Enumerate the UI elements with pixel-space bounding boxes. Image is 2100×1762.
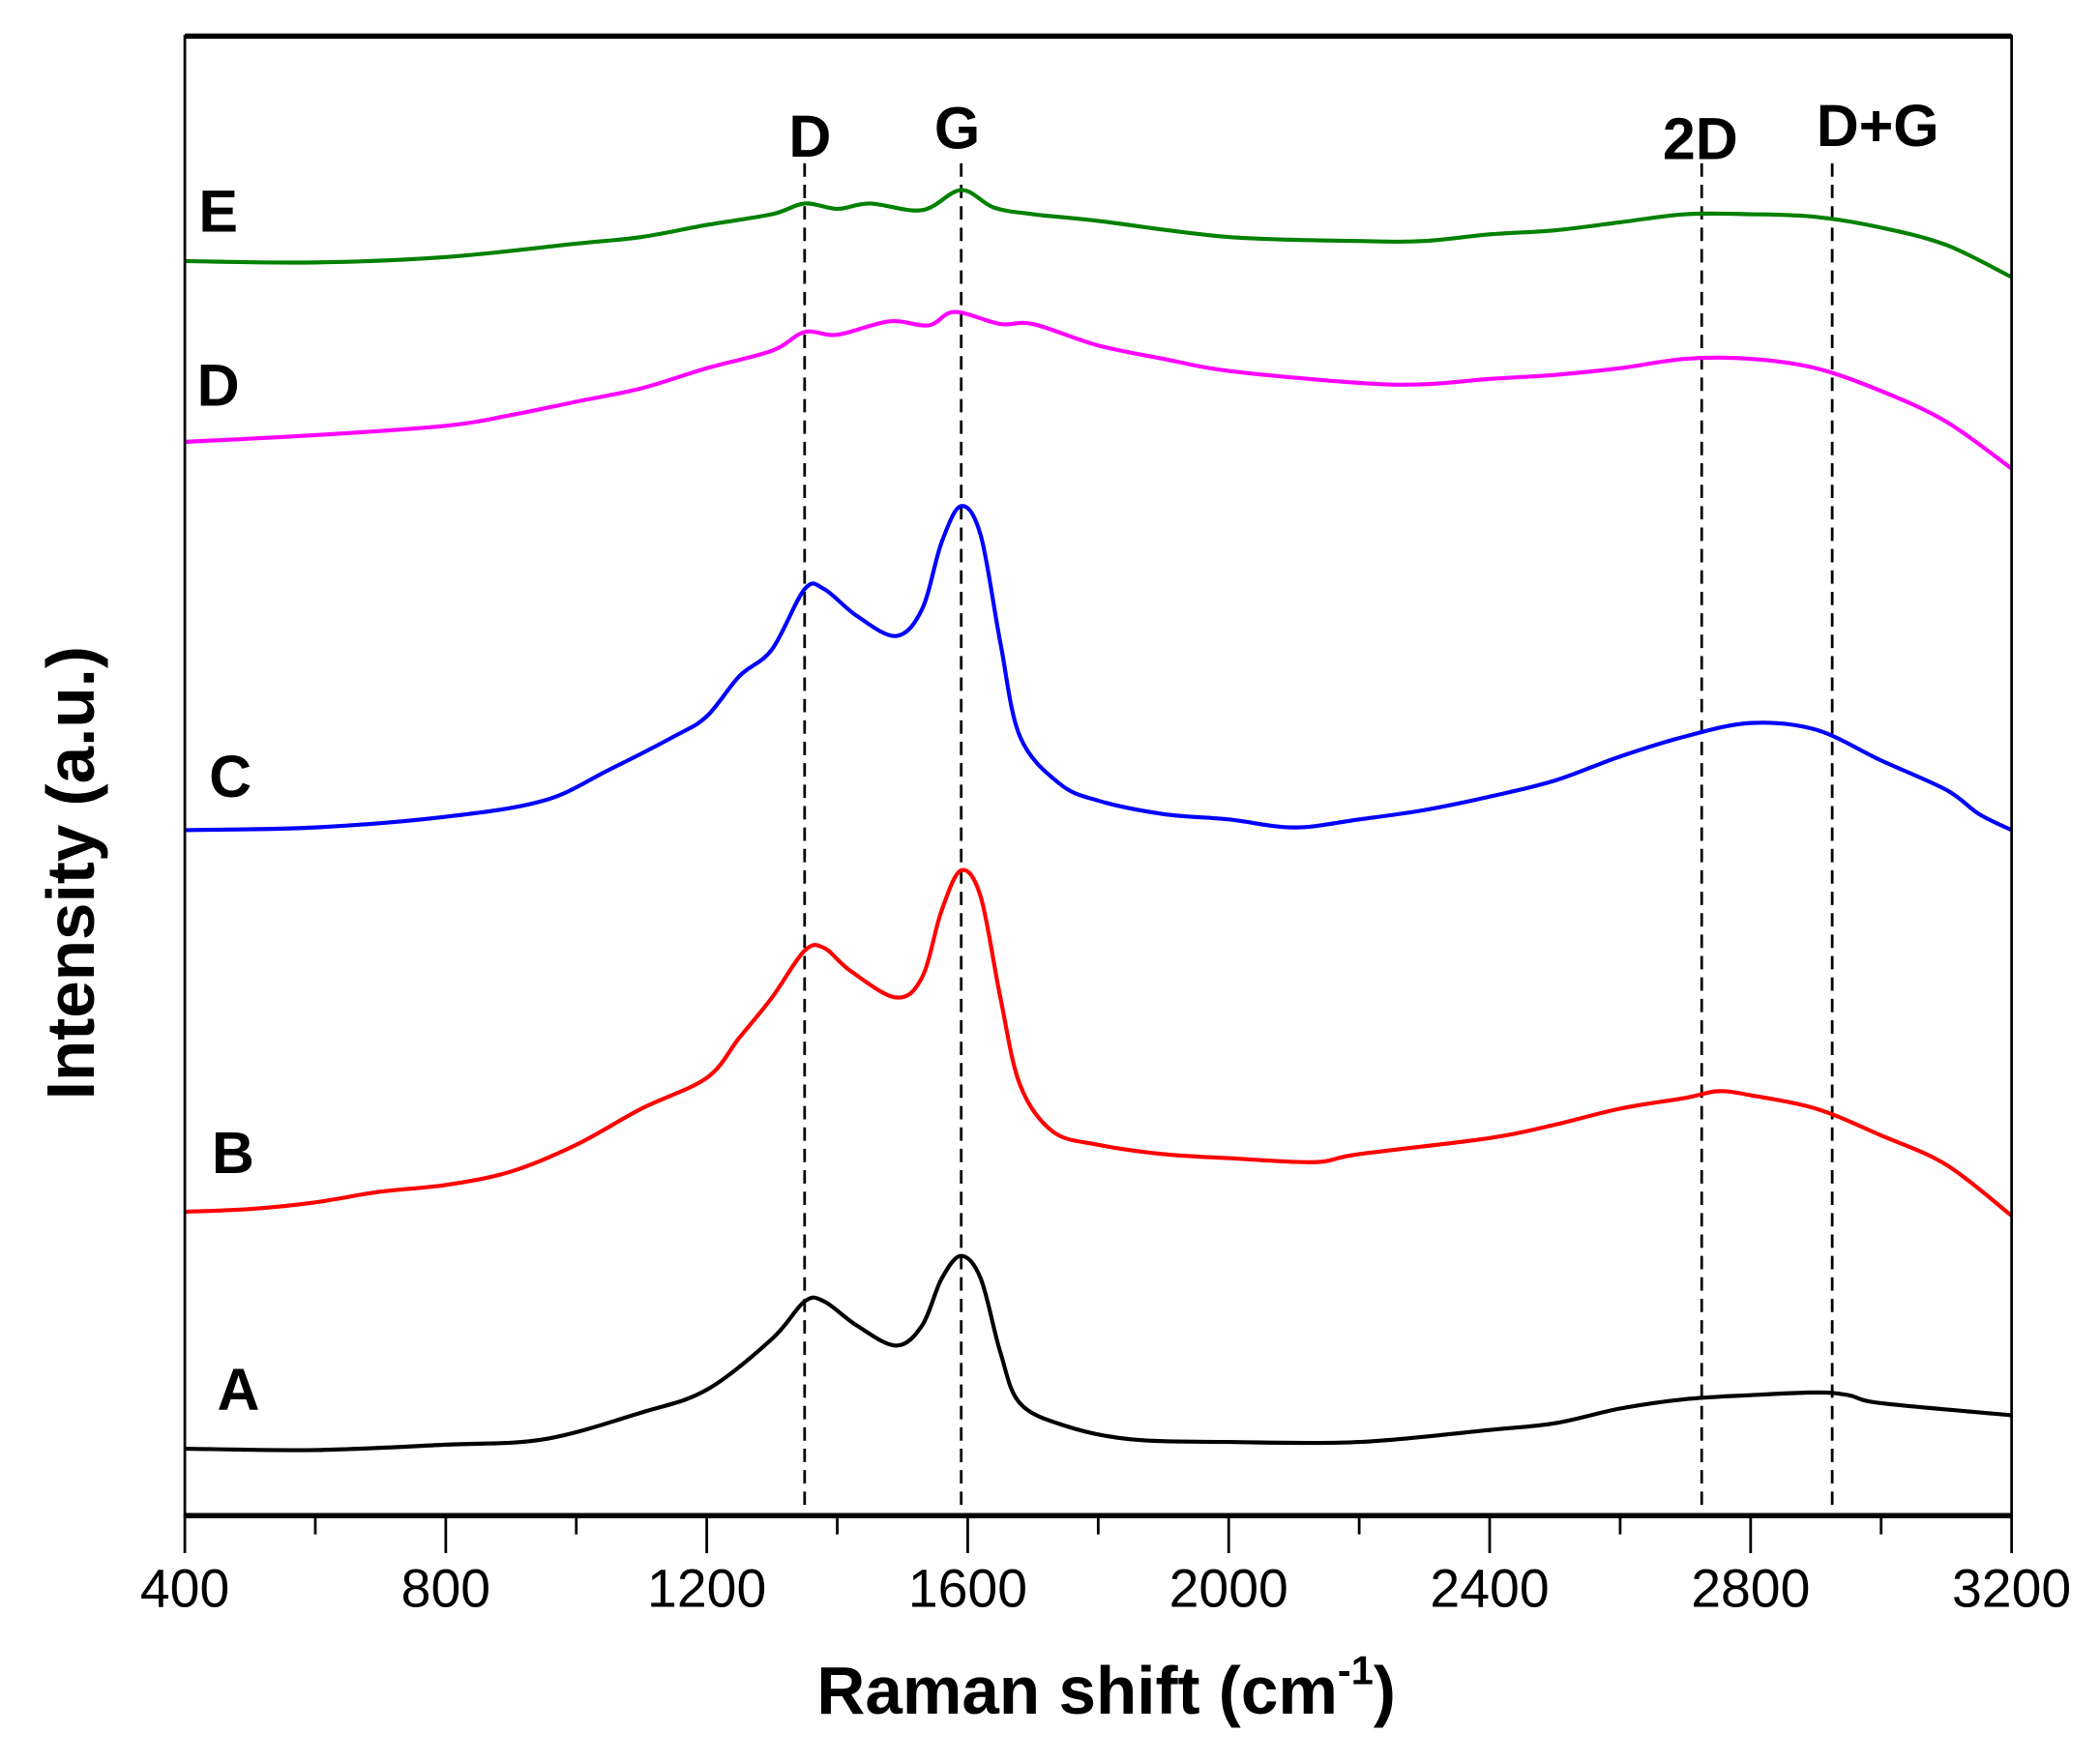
series-line-a [185, 1253, 2012, 1453]
x-tick-label: 1200 [647, 1558, 766, 1618]
x-ticks [183, 1515, 2014, 1554]
series-line-d [184, 309, 2013, 471]
series-line-e [185, 188, 2013, 279]
curve-label-e: E [198, 179, 238, 245]
peak-label: D+G [1817, 93, 1939, 159]
curve-label-d: D [197, 353, 240, 419]
x-tick-label: 2000 [1169, 1558, 1288, 1618]
series-group [184, 188, 2013, 1453]
x-tick-label: 400 [140, 1558, 229, 1618]
x-tick-label: 3200 [1952, 1558, 2071, 1618]
peak-lines [803, 162, 1834, 1516]
curve-label-a: A [217, 1357, 259, 1423]
curve-label-b: B [212, 1120, 254, 1186]
series-line-b [184, 867, 2013, 1218]
curve-label-c: C [209, 744, 251, 809]
x-tick-label: 1600 [908, 1558, 1027, 1618]
plot-frame [183, 34, 2014, 1517]
x-tick-labels: 400 800 1200 1600 2000 2400 2800 3200 [140, 1558, 2071, 1618]
x-tick-label: 2400 [1430, 1558, 1549, 1618]
x-tick-label: 800 [401, 1558, 490, 1618]
peak-labels: D G 2D D+G [788, 93, 1938, 172]
peak-label: G [934, 96, 980, 162]
series-line-c [185, 504, 2013, 833]
curve-labels: A B C D E [197, 179, 260, 1423]
y-axis-title: Intensity (a.u.) [33, 646, 108, 1100]
peak-label: D [788, 103, 831, 169]
peak-label: 2D [1663, 106, 1738, 172]
x-tick-label: 2800 [1691, 1558, 1810, 1618]
x-axis-title: Raman shift (cm-1) [816, 1648, 1395, 1728]
